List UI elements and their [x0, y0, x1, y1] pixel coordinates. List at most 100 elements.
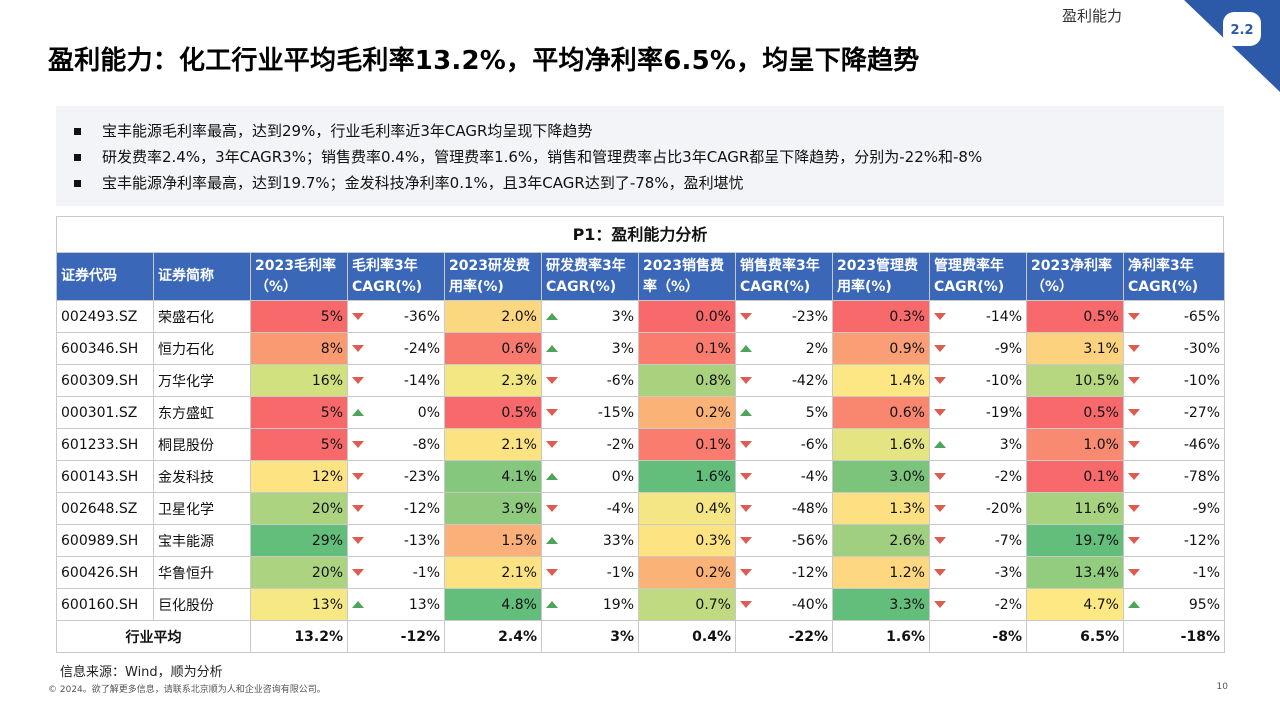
gm-value-cell: 20%: [250, 492, 348, 525]
column-header: 净利率3年CAGR(%): [1123, 252, 1225, 301]
rd-cagr-cell: 19%: [541, 588, 639, 621]
average-rd-cagr-cell: 3%: [541, 620, 639, 653]
sales-cagr-cell: -42%: [735, 364, 833, 397]
arrow-up-icon: [546, 313, 558, 320]
page-title: 盈利能力：化工行业平均毛利率13.2%，平均净利率6.5%，均呈下降趋势: [48, 46, 920, 76]
cagr-value: -42%: [791, 372, 828, 389]
sales-value-cell: 0.1%: [638, 428, 736, 461]
cagr-value: 3%: [611, 340, 634, 357]
copyright: © 2024。欲了解更多信息，请联系北京顺为人和企业咨询有限公司。: [48, 685, 326, 695]
cagr-value: 5%: [805, 404, 828, 421]
cagr-value: -4%: [800, 468, 828, 485]
arrow-down-icon: [934, 601, 946, 608]
table-row: 600426.SH 华鲁恒升 20% -1% 2.1% -1% 0.2% -12% 1.2% -3…: [56, 556, 1225, 589]
cagr-value: -65%: [1183, 308, 1220, 325]
rd-cagr-cell: 33%: [541, 524, 639, 557]
rd-cagr-cell: -1%: [541, 556, 639, 589]
arrow-up-icon: [352, 409, 364, 416]
cagr-value: -1%: [1192, 564, 1220, 581]
rd-value-cell: 1.5%: [444, 524, 542, 557]
arrow-down-icon: [1128, 505, 1140, 512]
security-name-cell: 卫星化学: [153, 492, 251, 525]
cagr-value: -24%: [403, 340, 440, 357]
security-code-cell: 600143.SH: [56, 460, 154, 493]
np-value-cell: 19.7%: [1026, 524, 1124, 557]
arrow-down-icon: [740, 537, 752, 544]
arrow-down-icon: [934, 569, 946, 576]
security-code-cell: 600346.SH: [56, 332, 154, 365]
average-np-cagr-cell: -18%: [1123, 620, 1225, 653]
arrow-down-icon: [934, 409, 946, 416]
np-value-cell: 0.5%: [1026, 396, 1124, 429]
sales-cagr-cell: -56%: [735, 524, 833, 557]
sales-cagr-cell: 5%: [735, 396, 833, 429]
cagr-value: -40%: [791, 596, 828, 613]
bullet-square-icon: [74, 128, 81, 135]
gm-cagr-cell: 13%: [347, 588, 445, 621]
arrow-up-icon: [546, 473, 558, 480]
average-mgmt-cagr-cell: -8%: [929, 620, 1027, 653]
arrow-up-icon: [546, 537, 558, 544]
sales-cagr-cell: -23%: [735, 300, 833, 333]
arrow-down-icon: [352, 473, 364, 480]
cagr-value: 13%: [408, 596, 440, 613]
mgmt-cagr-cell: -3%: [929, 556, 1027, 589]
table-row: 600143.SH 金发科技 12% -23% 4.1% 0% 1.6% -4% 3.0% -2%…: [56, 460, 1225, 493]
arrow-down-icon: [934, 345, 946, 352]
cagr-value: -6%: [606, 372, 634, 389]
arrow-down-icon: [352, 569, 364, 576]
gm-cagr-cell: -12%: [347, 492, 445, 525]
np-cagr-cell: -27%: [1123, 396, 1225, 429]
mgmt-cagr-cell: -9%: [929, 332, 1027, 365]
security-code-cell: 600989.SH: [56, 524, 154, 557]
arrow-down-icon: [1128, 473, 1140, 480]
summary-text: 宝丰能源净利率最高，达到19.7%；金发科技净利率0.1%，且3年CAGR达到了…: [102, 174, 744, 192]
summary-box: 宝丰能源毛利率最高，达到29%，行业毛利率近3年CAGR均呈现下降趋势 研发费率…: [56, 106, 1224, 206]
security-code-cell: 600160.SH: [56, 588, 154, 621]
sales-value-cell: 0.3%: [638, 524, 736, 557]
cagr-value: -2%: [994, 468, 1022, 485]
sales-value-cell: 0.1%: [638, 332, 736, 365]
mgmt-value-cell: 0.3%: [832, 300, 930, 333]
gm-cagr-cell: -8%: [347, 428, 445, 461]
security-name-cell: 华鲁恒升: [153, 556, 251, 589]
mgmt-cagr-cell: -10%: [929, 364, 1027, 397]
average-gm-cell: 13.2%: [250, 620, 348, 653]
np-value-cell: 11.6%: [1026, 492, 1124, 525]
arrow-up-icon: [934, 441, 946, 448]
cagr-value: -7%: [994, 532, 1022, 549]
rd-cagr-cell: -4%: [541, 492, 639, 525]
page-number: 10: [1216, 682, 1228, 692]
cagr-value: -1%: [412, 564, 440, 581]
security-code-cell: 601233.SH: [56, 428, 154, 461]
average-label: 行业平均: [56, 620, 251, 653]
bullet-square-icon: [74, 180, 81, 187]
mgmt-cagr-cell: -2%: [929, 460, 1027, 493]
arrow-down-icon: [546, 409, 558, 416]
sales-value-cell: 0.7%: [638, 588, 736, 621]
sales-cagr-cell: -4%: [735, 460, 833, 493]
arrow-down-icon: [740, 601, 752, 608]
cagr-value: -12%: [1183, 532, 1220, 549]
mgmt-cagr-cell: 3%: [929, 428, 1027, 461]
gm-value-cell: 20%: [250, 556, 348, 589]
cagr-value: -46%: [1183, 436, 1220, 453]
arrow-down-icon: [934, 537, 946, 544]
gm-value-cell: 29%: [250, 524, 348, 557]
gm-value-cell: 12%: [250, 460, 348, 493]
cagr-value: 0%: [417, 404, 440, 421]
mgmt-value-cell: 2.6%: [832, 524, 930, 557]
cagr-value: -1%: [606, 564, 634, 581]
security-code-cell: 000301.SZ: [56, 396, 154, 429]
summary-item: 宝丰能源净利率最高，达到19.7%；金发科技净利率0.1%，且3年CAGR达到了…: [66, 170, 1224, 196]
gm-value-cell: 16%: [250, 364, 348, 397]
rd-value-cell: 2.3%: [444, 364, 542, 397]
arrow-down-icon: [1128, 345, 1140, 352]
cagr-value: -14%: [403, 372, 440, 389]
table-row: 601233.SH 桐昆股份 5% -8% 2.1% -2% 0.1% -6% 1.6% 3% 1.…: [56, 428, 1225, 461]
security-code-cell: 600309.SH: [56, 364, 154, 397]
column-header: 2023管理费用率(%): [832, 252, 930, 301]
column-header: 销售费率3年CAGR(%): [735, 252, 833, 301]
security-name-cell: 桐昆股份: [153, 428, 251, 461]
rd-value-cell: 2.0%: [444, 300, 542, 333]
